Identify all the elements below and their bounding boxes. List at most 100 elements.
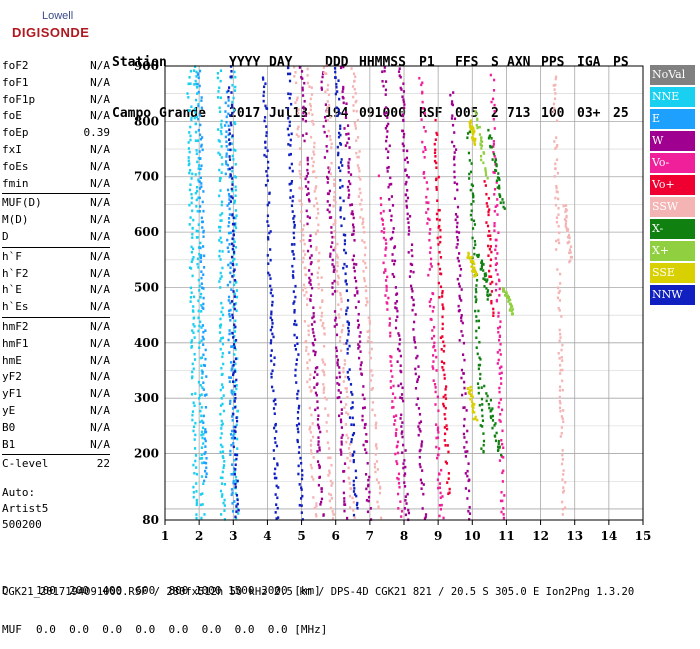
- data-point-vo: [489, 282, 492, 286]
- data-point-w: [399, 396, 402, 399]
- data-point-ssw: [309, 373, 312, 377]
- data-point-vo: [428, 238, 431, 242]
- data-point-ssw: [554, 196, 557, 200]
- data-point-nnw: [289, 189, 292, 192]
- data-point-ssw: [333, 178, 336, 182]
- data-point-ssw: [348, 451, 352, 455]
- data-point-vo: [429, 228, 432, 231]
- data-point-vo: [429, 246, 432, 250]
- data-point-nne: [191, 209, 194, 213]
- data-point-ssw: [362, 259, 365, 263]
- data-point-x: [471, 227, 475, 230]
- data-point-vo: [487, 234, 490, 238]
- data-point-vo: [486, 205, 489, 208]
- data-point-vo: [437, 226, 440, 229]
- data-point-e: [204, 445, 207, 448]
- data-point-nne: [187, 96, 190, 99]
- data-point-w: [326, 208, 329, 212]
- data-point-nnw: [292, 220, 296, 224]
- data-point-nnw: [266, 203, 269, 207]
- data-point-vo: [438, 250, 441, 254]
- data-point-nnw: [301, 494, 304, 498]
- data-point-nnw: [234, 393, 237, 396]
- data-point-sse: [472, 133, 475, 136]
- data-point-w: [462, 341, 466, 345]
- param-name: yF2: [2, 370, 22, 384]
- data-point-w: [402, 82, 405, 86]
- data-point-nne: [233, 292, 236, 296]
- data-point-w: [336, 358, 340, 362]
- data-point-e: [225, 152, 228, 156]
- y-tick-label: 300: [134, 391, 159, 405]
- data-point-w: [308, 269, 311, 272]
- data-point-ssw: [302, 224, 306, 227]
- data-point-w: [453, 170, 456, 174]
- data-point-nne: [221, 372, 224, 376]
- data-point-w: [456, 235, 459, 239]
- data-point-x: [477, 367, 481, 371]
- data-point-e: [225, 155, 228, 158]
- data-point-nnw: [339, 143, 343, 146]
- data-point-nnw: [269, 258, 272, 262]
- data-point-nne: [190, 376, 194, 380]
- data-point-x: [483, 384, 486, 388]
- data-point-nne: [220, 123, 223, 126]
- data-point-w: [351, 223, 355, 227]
- data-point-sse: [476, 418, 479, 422]
- data-point-nne: [197, 299, 200, 303]
- data-point-ssw: [366, 330, 369, 333]
- legend-item-e: E: [650, 109, 695, 129]
- data-point-x: [476, 126, 479, 130]
- data-point-e: [224, 172, 227, 176]
- data-point-sse: [468, 121, 471, 124]
- data-point-w: [405, 206, 409, 209]
- data-point-w: [399, 364, 402, 368]
- data-point-e: [227, 133, 230, 137]
- data-point-ssw: [313, 153, 316, 156]
- data-point-w: [310, 272, 313, 276]
- data-point-vo: [499, 353, 502, 356]
- data-point-w: [410, 249, 413, 252]
- data-point-w: [386, 130, 389, 133]
- data-point-e: [202, 296, 205, 300]
- data-point-nne: [195, 189, 199, 193]
- data-point-ssw: [320, 288, 324, 292]
- data-point-vo: [433, 151, 437, 155]
- data-point-nne: [202, 432, 205, 436]
- data-point-vo: [422, 172, 425, 175]
- data-point-nnw: [275, 430, 278, 433]
- data-point-ssw: [560, 315, 563, 318]
- footer-info: CGK21_2017194091000.RSF / 280fx512h 50 k…: [2, 586, 635, 598]
- data-point-w: [318, 448, 321, 452]
- param-name: B1: [2, 437, 16, 451]
- data-point-vo: [379, 211, 382, 215]
- data-point-w: [365, 499, 369, 502]
- data-point-w: [317, 414, 320, 418]
- data-point-ssw: [369, 370, 372, 373]
- param-row: hmF2 N/A: [2, 319, 110, 336]
- data-point-w: [352, 216, 355, 220]
- data-point-x: [482, 277, 485, 280]
- data-point-ssw: [375, 447, 378, 450]
- data-point-ssw: [312, 150, 315, 154]
- data-point-nne: [219, 225, 222, 229]
- data-point-nne: [219, 443, 223, 447]
- data-point-ssw: [297, 135, 300, 138]
- data-point-vo: [421, 81, 424, 85]
- data-point-w: [462, 432, 465, 436]
- data-point-ssw: [553, 106, 556, 110]
- data-point-vo: [498, 338, 501, 342]
- data-point-nnw: [350, 440, 353, 444]
- data-point-ssw: [338, 339, 342, 343]
- data-point-w: [305, 193, 309, 197]
- auto-line3: 500200: [2, 518, 42, 531]
- data-point-ssw: [299, 239, 302, 243]
- data-point-nne: [234, 492, 238, 495]
- data-point-nne: [199, 394, 202, 397]
- data-point-w: [393, 246, 396, 250]
- data-point-vo: [497, 311, 500, 315]
- data-point-w: [385, 124, 389, 128]
- data-point-nnw: [288, 182, 291, 186]
- data-point-vo: [437, 486, 440, 490]
- data-point-nnw: [277, 516, 280, 519]
